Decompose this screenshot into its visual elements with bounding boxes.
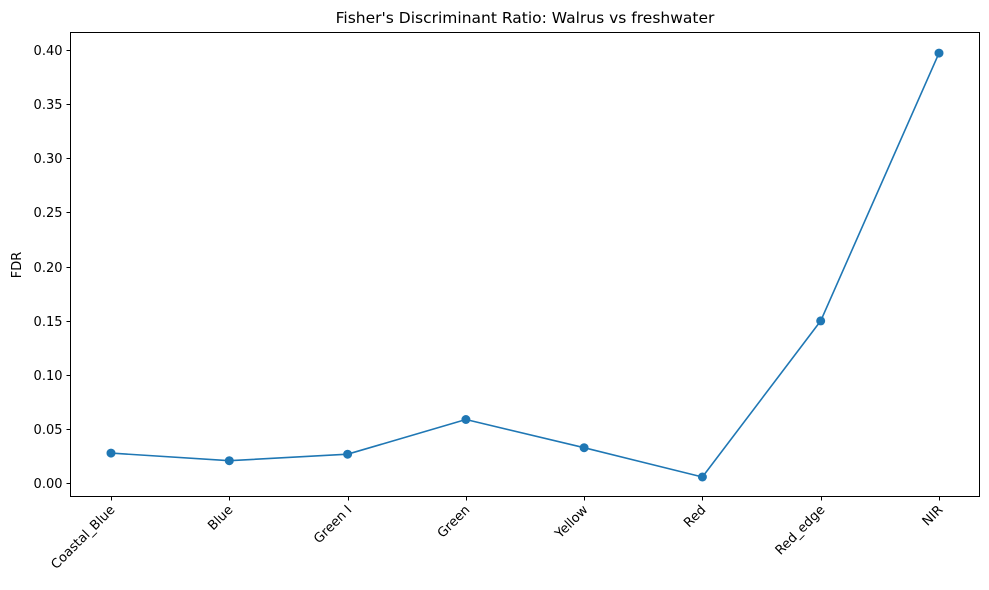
y-tick-label: 0.15 xyxy=(34,315,63,330)
x-tick-label: Red_edge xyxy=(773,503,829,559)
x-tick-label: Green I xyxy=(311,503,355,547)
data-point xyxy=(934,48,944,58)
series-layer xyxy=(106,48,944,482)
series-line xyxy=(110,52,940,478)
y-tick-label: 0.40 xyxy=(34,44,63,59)
y-tick-label: 0.30 xyxy=(34,152,63,167)
x-tick-label: NIR xyxy=(920,503,947,530)
y-tick-label: 0.20 xyxy=(34,261,63,276)
x-tick-label: Coastal_Blue xyxy=(49,503,119,573)
data-point xyxy=(343,449,353,459)
data-point xyxy=(106,448,116,458)
x-tick-label: Green xyxy=(435,503,473,541)
x-tick-label: Blue xyxy=(205,503,236,534)
y-axis-label: FDR xyxy=(10,252,25,279)
y-tick-label: 0.10 xyxy=(34,369,63,384)
x-tick-label: Yellow xyxy=(552,502,592,542)
chart-title: Fisher's Discriminant Ratio: Walrus vs f… xyxy=(336,9,715,27)
y-tick-label: 0.05 xyxy=(34,423,63,438)
data-point xyxy=(697,472,707,482)
data-point xyxy=(224,456,234,466)
y-tick-label: 0.00 xyxy=(34,477,63,492)
axis-ticks: 0.00 0.05 0.10 0.15 0.20 0.25 0.30 0.35 0.40 Coas… xyxy=(34,44,947,573)
data-point xyxy=(579,443,589,453)
plot-frame xyxy=(70,32,980,497)
data-point xyxy=(816,316,826,326)
y-tick-label: 0.25 xyxy=(34,206,63,221)
x-tick-label: Red xyxy=(681,503,709,531)
data-point xyxy=(461,415,471,424)
y-tick-label: 0.35 xyxy=(34,98,63,113)
